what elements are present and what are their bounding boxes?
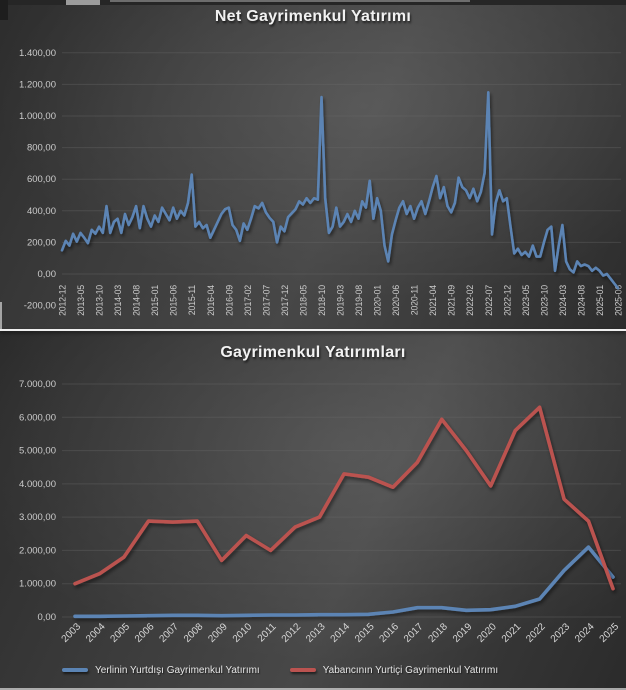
x-tick-label: 2022-12 <box>502 285 512 316</box>
y-tick-label: 200,00 <box>27 237 56 248</box>
x-tick-label: 2020-01 <box>373 285 383 316</box>
x-tick-label: 2015-11 <box>187 285 197 316</box>
x-tick-label: 2016-09 <box>224 285 234 316</box>
y-tick-label: 2.000,00 <box>19 545 56 556</box>
x-tick-label: 2024-03 <box>558 285 568 316</box>
x-tick-label: 2015 <box>353 621 377 645</box>
x-tick-label: 2021-09 <box>447 285 457 316</box>
x-tick-label: 2024 <box>573 621 597 645</box>
y-tick-label: 4.000,00 <box>19 479 56 490</box>
x-tick-label: 2007 <box>157 621 181 645</box>
x-tick-label: 2023-05 <box>521 285 531 316</box>
x-tick-label: 2016 <box>378 621 402 645</box>
x-tick-label: 2017-12 <box>280 285 290 316</box>
bottom-edge-line <box>0 688 626 690</box>
x-tick-label: 2018-10 <box>317 285 327 316</box>
x-tick-label: 2023-10 <box>539 285 549 316</box>
x-tick-label: 2014-08 <box>132 285 142 316</box>
x-tick-label: 2003 <box>60 621 84 645</box>
x-tick-label: 2008 <box>182 621 206 645</box>
x-tick-label: 2024-08 <box>576 285 586 316</box>
series-line <box>60 91 620 290</box>
y-tick-label: 5.000,00 <box>19 446 56 457</box>
x-tick-label: 2004 <box>84 621 108 645</box>
y-tick-label: 1.400,00 <box>19 48 56 59</box>
x-tick-label: 2020-06 <box>391 285 401 316</box>
series-line <box>73 405 615 591</box>
window-artifact-line <box>110 0 470 2</box>
y-tick-label: 6.000,00 <box>19 412 56 423</box>
x-tick-label: 2010 <box>231 621 255 645</box>
net-investment-chart-svg: 1.400,00 1.200,00 1.000,00 800,00 600,00 400,… <box>19 48 624 316</box>
x-tick-label: 2020-11 <box>410 285 420 316</box>
y-tick-label: 1.000,00 <box>19 579 56 590</box>
x-tick-label: 2017-02 <box>243 285 253 316</box>
legend-swatch-foreign-domestic <box>289 668 316 672</box>
x-tick-label: 2012 <box>280 621 304 645</box>
chart-panel-net-investment: 1.400,00 1.200,00 1.000,00 800,00 600,00 400,… <box>0 0 626 331</box>
x-tick-label: 2017-07 <box>261 285 271 316</box>
x-tick-label: 2015-01 <box>150 285 160 316</box>
x-tick-label: 2022-07 <box>484 285 494 316</box>
x-tick-label: 2021-04 <box>428 285 438 316</box>
x-tick-label: 2018 <box>426 621 450 645</box>
y-tick-label: 800,00 <box>27 143 56 154</box>
x-tick-label: 2014 <box>329 621 353 645</box>
legend-swatch-domestic-abroad <box>62 668 88 672</box>
y-tick-label: 400,00 <box>27 206 56 217</box>
x-tick-label: 2022 <box>524 621 548 645</box>
x-tick-label: 2021 <box>500 621 524 645</box>
x-tick-label: 2018-05 <box>298 285 308 316</box>
y-tick-label: 0,00 <box>38 612 57 623</box>
chart-panel-investments: 7.000,00 6.000,00 5.000,00 4.000,00 3.000,00… <box>0 331 626 690</box>
x-tick-label: 2016-04 <box>206 285 216 316</box>
x-tick-label: 2017 <box>402 621 426 645</box>
window-artifact-corner <box>0 0 8 20</box>
x-tick-label: 2014-03 <box>113 285 123 316</box>
window-artifact-block <box>66 0 100 5</box>
x-tick-label: 2019-08 <box>354 285 364 316</box>
series-line <box>73 545 615 619</box>
x-tick-label: 2022-02 <box>465 285 475 316</box>
y-tick-label: 600,00 <box>27 174 56 185</box>
x-tick-label: 2019-03 <box>336 285 346 316</box>
x-tick-label: 2012-12 <box>58 285 68 316</box>
x-tick-label: 2005 <box>109 621 133 645</box>
x-tick-label: 2011 <box>256 621 279 644</box>
x-tick-label: 2013-10 <box>95 285 105 316</box>
legend: Yerlinin Yurtdışı Gayrimenkul Yatırımı Y… <box>62 662 498 678</box>
x-tick-label: 2023 <box>549 621 573 645</box>
window-artifact-strip <box>0 0 626 5</box>
top-chart-axis-line <box>0 329 626 331</box>
x-tick-label: 2015-06 <box>169 285 179 316</box>
x-tick-label: 2025-06 <box>614 285 624 316</box>
y-tick-label: 1.000,00 <box>19 111 56 122</box>
x-tick-label: 2013-05 <box>76 285 86 316</box>
x-tick-label: 2019 <box>451 621 475 645</box>
left-edge-mark <box>0 302 2 329</box>
x-tick-label: 2025 <box>598 621 622 645</box>
y-tick-label: -200,00 <box>24 301 56 312</box>
x-tick-label: 2013 <box>304 621 328 645</box>
x-tick-label: 2006 <box>133 621 157 645</box>
chart-title-net-investment: Net Gayrimenkul Yatırımı <box>214 8 412 25</box>
x-tick-label: 2020 <box>475 621 499 645</box>
y-tick-label: 7.000,00 <box>19 379 56 390</box>
x-tick-label: 2009 <box>206 621 230 645</box>
x-tick-label: 2025-01 <box>595 285 605 316</box>
chart-title-investments: Gayrimenkul Yatırımları <box>220 344 406 361</box>
investments-chart-svg: 7.000,00 6.000,00 5.000,00 4.000,00 3.000,00… <box>19 379 622 645</box>
legend-label-foreign-domestic: Yabancının Yurtiçi Gayrimenkul Yatırımı <box>322 664 499 676</box>
y-tick-label: 1.200,00 <box>19 79 56 90</box>
y-tick-label: 3.000,00 <box>19 512 56 523</box>
legend-label-domestic-abroad: Yerlinin Yurtdışı Gayrimenkul Yatırımı <box>95 664 260 676</box>
y-tick-label: 0,00 <box>38 269 57 280</box>
